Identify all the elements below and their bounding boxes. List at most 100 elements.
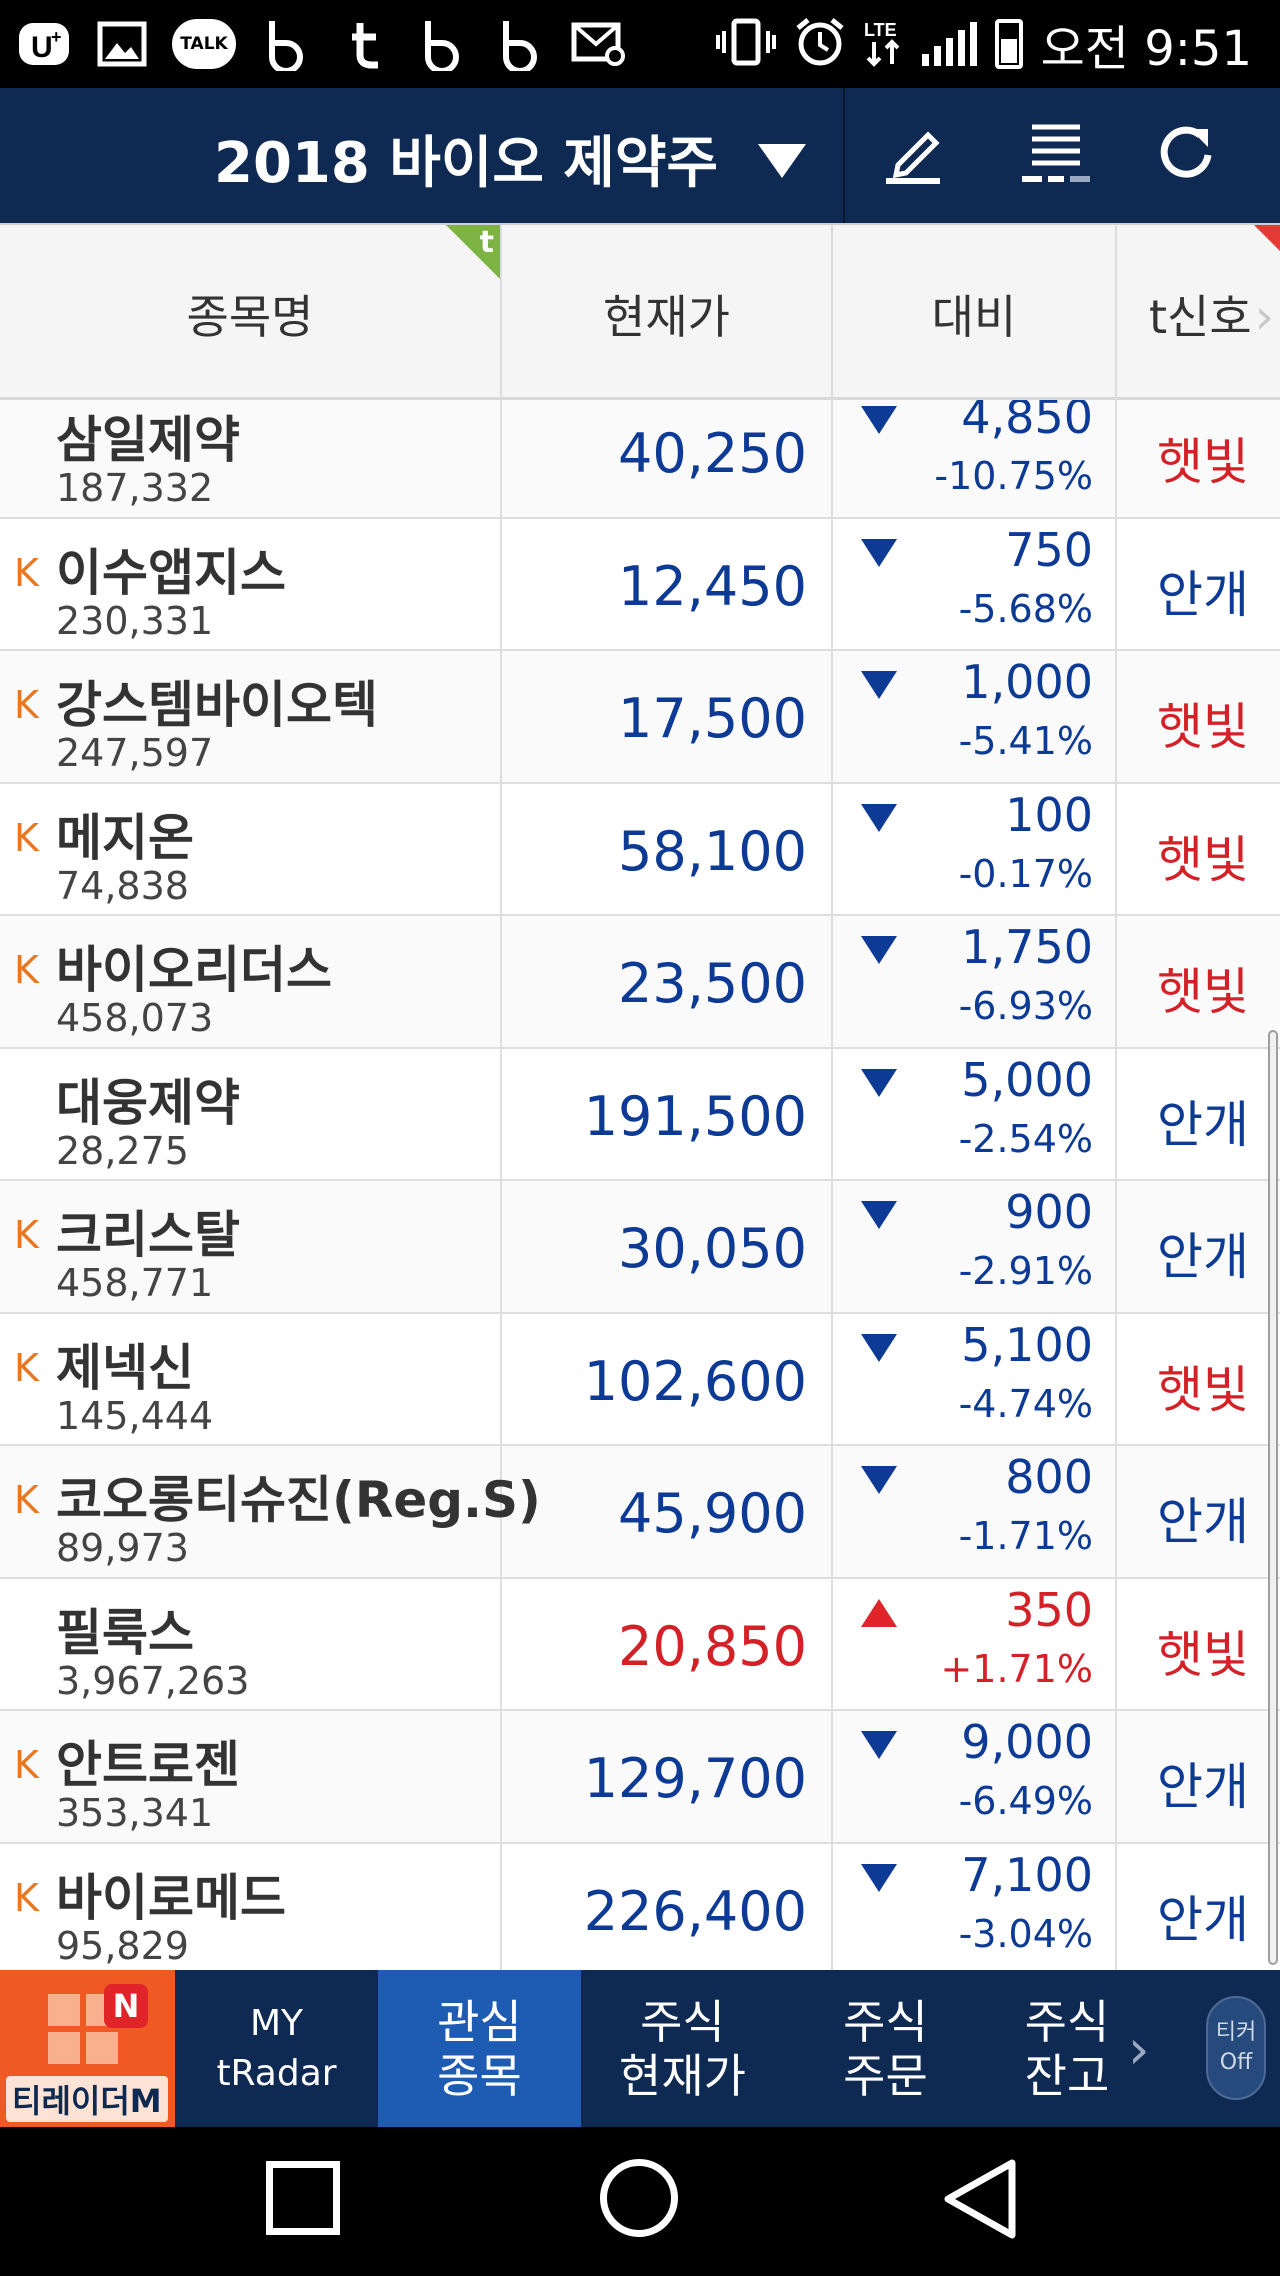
change-percent: -5.68% — [958, 586, 1093, 631]
nav-watchlist[interactable]: 관심 종목 — [378, 1970, 581, 2127]
scrollbar[interactable] — [1268, 1030, 1278, 1965]
diff-cell[interactable]: 900 -2.91% — [833, 1181, 1117, 1312]
stock-name-cell[interactable]: K 안트로젠 353,341 — [0, 1711, 502, 1842]
price-cell[interactable]: 40,250 — [502, 400, 833, 517]
price-cell[interactable]: 12,450 — [502, 518, 833, 649]
stock-name: 삼일제약 — [56, 411, 240, 469]
stock-name-cell[interactable]: K 이수앱지스 230,331 — [0, 518, 502, 649]
chevron-right-icon[interactable]: › — [1128, 2018, 1150, 2081]
home-icon[interactable] — [600, 2159, 678, 2237]
current-price: 129,700 — [583, 1747, 807, 1810]
stock-name-cell[interactable]: K 코오롱티슈진(Reg.S) 89,973 — [0, 1446, 541, 1577]
price-cell[interactable]: 226,400 — [502, 1843, 833, 1970]
clock: 오전 9:51 — [1040, 21, 1252, 77]
stock-name-cell[interactable]: 삼일제약 187,332 — [0, 400, 502, 517]
stock-list[interactable]: 삼일제약 187,332 40,250 4,850 -10.75% 햇빛 K 이수앱지스 230… — [0, 400, 1280, 1970]
stock-name-cell[interactable]: K 강스템바이오텍 247,597 — [0, 651, 502, 782]
chevron-down-icon[interactable] — [758, 144, 806, 178]
svg-text:+: + — [51, 27, 62, 47]
column-header-signal[interactable]: t신호 › — [1117, 225, 1280, 402]
diff-cell[interactable]: 9,000 -6.49% — [833, 1711, 1117, 1842]
stock-name-cell[interactable]: 필룩스 3,967,263 — [0, 1578, 502, 1709]
triangle-down-icon — [861, 1863, 897, 1892]
table-row[interactable]: K 크리스탈 458,771 30,050 900 -2.91% 안개 — [0, 1181, 1280, 1314]
signal-cell[interactable]: 햇빛 — [1117, 1314, 1280, 1445]
stock-name: 바이로메드 — [56, 1868, 286, 1927]
nav-my-tradar[interactable]: MY tRadar — [175, 1970, 378, 2127]
recent-apps-icon[interactable] — [266, 2161, 340, 2235]
nav-stock-balance[interactable]: 주식 잔고 — [987, 1970, 1147, 2127]
stock-name-cell[interactable]: K 크리스탈 458,771 — [0, 1181, 502, 1312]
signal-cell[interactable]: 안개 — [1117, 1446, 1280, 1577]
table-row[interactable]: 삼일제약 187,332 40,250 4,850 -10.75% 햇빛 — [0, 400, 1280, 519]
t-signal: 안개 — [1157, 1228, 1249, 1286]
column-header-price[interactable]: 현재가 — [502, 225, 833, 402]
stock-name-cell[interactable]: K 바이오리더스 458,073 — [0, 916, 502, 1047]
table-row[interactable]: K 안트로젠 353,341 129,700 9,000 -6.49% 안개 — [0, 1711, 1280, 1844]
triangle-down-icon — [861, 1333, 897, 1362]
table-row[interactable]: K 코오롱티슈진(Reg.S) 89,973 45,900 800 -1.71% 안개 — [0, 1446, 1280, 1579]
system-nav-bar — [0, 2127, 1280, 2276]
table-row[interactable]: K 강스템바이오텍 247,597 17,500 1,000 -5.41% 햇빛 — [0, 651, 1280, 784]
signal-cell[interactable]: 안개 — [1117, 519, 1280, 650]
diff-cell[interactable]: 1,750 -6.93% — [833, 916, 1117, 1047]
stock-name-cell[interactable]: 대웅제약 28,275 — [0, 1048, 502, 1179]
diff-cell[interactable]: 5,100 -4.74% — [833, 1313, 1117, 1444]
refresh-button[interactable] — [1132, 104, 1242, 204]
nav-stock-order[interactable]: 주식 주문 — [784, 1970, 987, 2127]
diff-cell[interactable]: 1,000 -5.41% — [833, 651, 1117, 782]
signal-cell[interactable]: 안개 — [1117, 1049, 1280, 1180]
kakaotalk-icon: TALK — [172, 19, 236, 69]
stock-name: 메지온 — [56, 808, 194, 867]
ticker-toggle[interactable]: 티커 Off — [1206, 1996, 1266, 2100]
column-header-name[interactable]: 종목명 t — [0, 225, 502, 402]
table-row[interactable]: 필룩스 3,967,263 20,850 350 +1.71% 햇빛 — [0, 1578, 1280, 1711]
table-row[interactable]: K 바이로메드 95,829 226,400 7,100 -3.04% 안개 — [0, 1843, 1280, 1971]
edit-button[interactable] — [858, 104, 968, 204]
signal-cell[interactable]: 햇빛 — [1117, 1579, 1280, 1710]
price-cell[interactable]: 23,500 — [502, 916, 833, 1047]
price-cell[interactable]: 191,500 — [502, 1048, 833, 1179]
signal-cell[interactable]: 햇빛 — [1117, 651, 1280, 782]
price-cell[interactable]: 45,900 — [502, 1446, 833, 1577]
diff-cell[interactable]: 7,100 -3.04% — [833, 1843, 1117, 1970]
price-cell[interactable]: 102,600 — [502, 1313, 833, 1444]
table-row[interactable]: K 제넥신 145,444 102,600 5,100 -4.74% 햇빛 — [0, 1313, 1280, 1446]
price-cell[interactable]: 30,050 — [502, 1181, 833, 1312]
diff-cell[interactable]: 750 -5.68% — [833, 518, 1117, 649]
table-row[interactable]: K 바이오리더스 458,073 23,500 1,750 -6.93% 햇빛 — [0, 916, 1280, 1049]
diff-cell[interactable]: 800 -1.71% — [833, 1446, 1117, 1577]
watchlist-title[interactable]: 2018 바이오 제약주 — [214, 131, 718, 196]
stock-name-cell[interactable]: K 메지온 74,838 — [0, 783, 502, 914]
signal-cell[interactable]: 안개 — [1117, 1711, 1280, 1842]
table-row[interactable]: K 이수앱지스 230,331 12,450 750 -5.68% 안개 — [0, 518, 1280, 651]
signal-cell[interactable]: 안개 — [1117, 1181, 1280, 1312]
column-header-diff[interactable]: 대비 — [833, 225, 1117, 402]
price-cell[interactable]: 129,700 — [502, 1711, 833, 1842]
table-header: 종목명 t 현재가 대비 t신호 › — [0, 223, 1280, 402]
signal-cell[interactable]: 햇빛 — [1117, 784, 1280, 915]
diff-cell[interactable]: 350 +1.71% — [833, 1578, 1117, 1709]
t-signal: 햇빛 — [1157, 1625, 1249, 1684]
table-row[interactable]: K 메지온 74,838 58,100 100 -0.17% 햇빛 — [0, 783, 1280, 916]
app-logo-button[interactable]: N 티레이더M — [0, 1970, 175, 2127]
back-icon[interactable] — [940, 2157, 1020, 2245]
table-row[interactable]: 대웅제약 28,275 191,500 5,000 -2.54% 안개 — [0, 1048, 1280, 1181]
t-badge-label: t — [479, 225, 494, 260]
stock-name-cell[interactable]: K 바이로메드 95,829 — [0, 1843, 502, 1970]
kosdaq-marker: K — [14, 1345, 39, 1390]
price-cell[interactable]: 20,850 — [502, 1578, 833, 1709]
chevron-right-icon[interactable]: › — [1254, 289, 1274, 345]
price-cell[interactable]: 58,100 — [502, 783, 833, 914]
diff-cell[interactable]: 100 -0.17% — [833, 783, 1117, 914]
t-signal: 안개 — [1157, 1758, 1249, 1816]
diff-cell[interactable]: 4,850 -10.75% — [833, 400, 1117, 517]
list-button[interactable] — [1001, 104, 1111, 204]
signal-cell[interactable]: 안개 — [1117, 1844, 1280, 1971]
price-cell[interactable]: 17,500 — [502, 651, 833, 782]
stock-name-cell[interactable]: K 제넥신 145,444 — [0, 1313, 502, 1444]
signal-cell[interactable]: 햇빛 — [1117, 400, 1280, 517]
nav-stock-price[interactable]: 주식 현재가 — [581, 1970, 784, 2127]
signal-cell[interactable]: 햇빛 — [1117, 916, 1280, 1047]
diff-cell[interactable]: 5,000 -2.54% — [833, 1048, 1117, 1179]
